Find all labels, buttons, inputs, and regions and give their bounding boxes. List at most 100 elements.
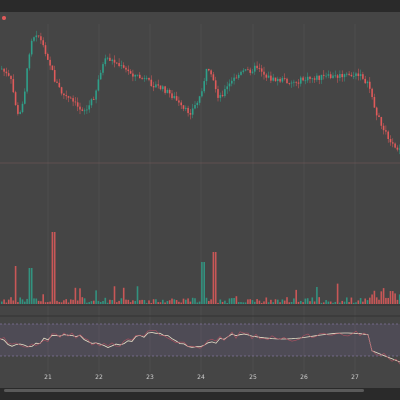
volume-bar	[237, 302, 240, 304]
volume-bar	[210, 299, 212, 304]
volume-bar	[120, 298, 123, 304]
candle	[249, 69, 251, 73]
candle	[83, 110, 86, 112]
candle	[240, 71, 242, 75]
volume-bar	[260, 302, 263, 304]
candle	[53, 70, 56, 82]
volume-bar	[88, 302, 90, 304]
volume-bar	[214, 252, 217, 304]
candle	[369, 81, 371, 89]
volume-bar	[125, 299, 127, 304]
volume-bar	[141, 299, 143, 304]
volume-bar	[21, 299, 24, 304]
volume-bar	[194, 298, 196, 304]
rsi-pane[interactable]	[0, 323, 400, 365]
volume-bar	[389, 291, 392, 304]
candle	[155, 84, 157, 88]
volume-bar	[394, 293, 396, 304]
date-label: 24	[197, 374, 205, 381]
candle	[336, 75, 339, 78]
candle	[162, 86, 164, 90]
price-pane[interactable]	[1, 30, 400, 155]
candle	[201, 91, 203, 97]
candle	[348, 73, 350, 75]
date-axis[interactable]: 21 22 23 24 25 26 27	[0, 372, 400, 386]
candle	[168, 89, 171, 94]
candle	[44, 45, 47, 54]
volume-bar	[196, 302, 199, 304]
volume-bar	[127, 299, 130, 304]
candle	[297, 82, 300, 84]
volume-bar	[102, 301, 104, 304]
candle	[173, 96, 176, 99]
candle	[86, 109, 88, 111]
candle	[205, 68, 208, 82]
candle	[49, 59, 51, 66]
volume-bar	[318, 297, 320, 304]
candle	[274, 77, 277, 82]
candle	[33, 37, 35, 41]
volume-bar	[306, 298, 309, 304]
candle	[7, 73, 10, 76]
candle	[309, 76, 311, 79]
volume-bar	[293, 298, 295, 304]
volume-bar	[180, 302, 182, 304]
volume-bar	[256, 299, 258, 304]
candle	[242, 70, 245, 72]
date-label: 26	[300, 374, 308, 381]
volume-pane[interactable]	[1, 232, 400, 304]
volume-bar	[300, 300, 302, 304]
volume-bar	[40, 301, 42, 304]
volume-bar	[364, 298, 366, 304]
candle	[180, 102, 182, 106]
price-legend	[2, 14, 27, 22]
volume-bar	[129, 302, 132, 304]
volume-bar	[274, 299, 277, 304]
volume-bar	[26, 298, 28, 304]
candle	[304, 80, 307, 82]
volume-bar	[352, 302, 355, 304]
candle	[293, 81, 295, 83]
volume-bar	[382, 288, 385, 304]
volume-bar	[185, 299, 187, 304]
candle	[164, 86, 166, 93]
volume-bar	[37, 300, 40, 304]
volume-bar	[136, 286, 139, 304]
volume-bar	[316, 286, 318, 304]
status-dot-icon	[2, 15, 6, 20]
candle	[258, 68, 261, 69]
volume-bar	[398, 294, 400, 304]
candle	[26, 68, 28, 92]
grid-lines	[47, 24, 356, 372]
candle	[76, 102, 79, 107]
candle	[267, 75, 270, 78]
candle	[178, 100, 180, 103]
volume-bar	[355, 302, 357, 304]
date-label: 22	[95, 374, 103, 381]
volume-bar	[187, 298, 189, 304]
volume-bar	[288, 302, 291, 304]
volume-bar	[302, 302, 304, 304]
volume-bar	[343, 301, 346, 304]
candle	[175, 96, 178, 101]
volume-bar	[76, 300, 79, 304]
candle	[281, 78, 284, 82]
date-label: 25	[249, 374, 257, 381]
candle	[88, 105, 90, 110]
volume-bar	[74, 287, 77, 304]
volume-bar	[279, 302, 281, 304]
candle	[166, 89, 169, 93]
volume-bar	[290, 301, 293, 304]
candle	[313, 78, 316, 80]
time-scrollbar[interactable]	[4, 389, 364, 392]
volume-bar	[178, 301, 180, 304]
volume-bar	[17, 302, 19, 304]
volume-bar	[104, 297, 107, 304]
volume-bar	[81, 297, 84, 304]
volume-bar	[113, 286, 116, 304]
chart-canvas[interactable]	[0, 0, 400, 372]
volume-bar	[168, 300, 171, 304]
volume-bar	[249, 299, 251, 304]
candle	[150, 79, 153, 87]
volume-bar	[392, 291, 394, 304]
